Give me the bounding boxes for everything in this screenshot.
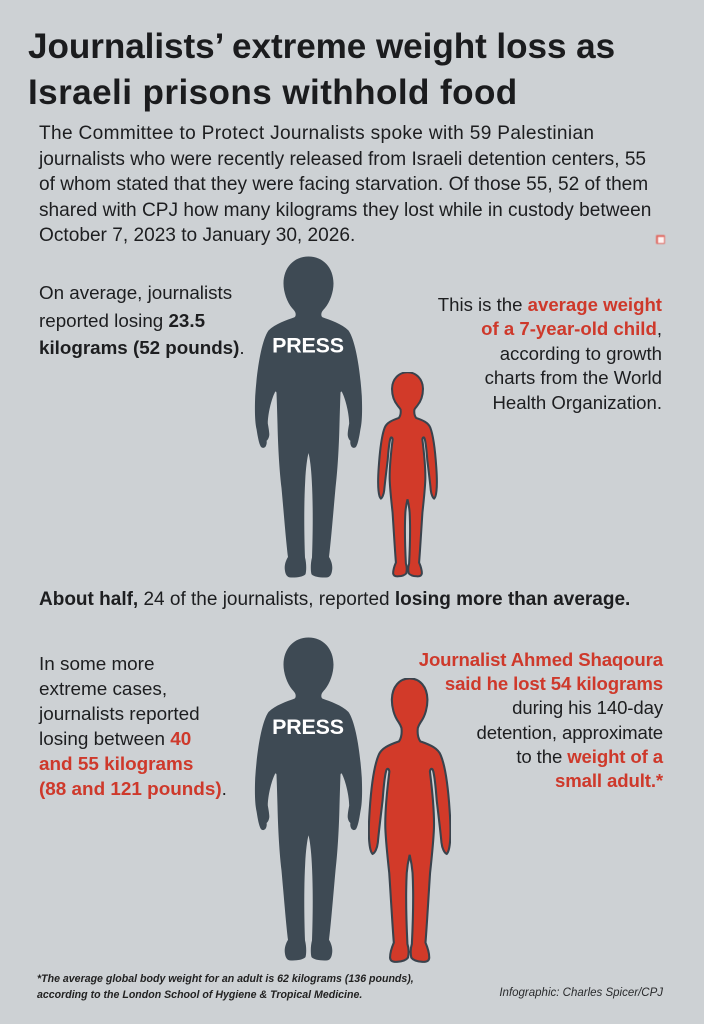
- svg-text:PRESS: PRESS: [272, 333, 344, 357]
- svg-text:PRESS: PRESS: [272, 715, 344, 739]
